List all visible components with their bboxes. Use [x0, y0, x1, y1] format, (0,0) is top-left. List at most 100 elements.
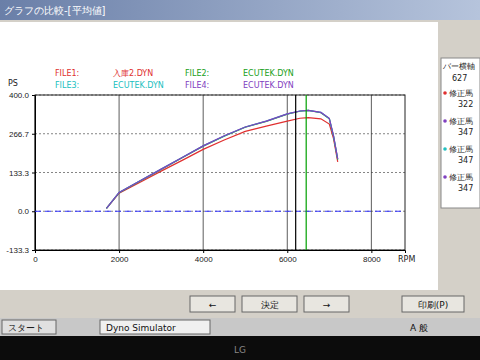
- legend-file: FILE2:: [185, 69, 209, 78]
- grid-line-y: [35, 133, 405, 134]
- side-item-label: 修正馬: [449, 145, 473, 154]
- side-item-value: 322: [458, 100, 473, 109]
- x-tick-mark: [287, 250, 288, 253]
- y-axis-label: PS: [8, 79, 18, 88]
- x-tick: 0: [33, 250, 38, 264]
- y-tick-mark: [32, 250, 35, 251]
- bezel: [0, 336, 480, 360]
- side-title: バー横軸: [442, 62, 475, 71]
- y-axis: 400.0 266.7 133.3 0.0 -133.3: [6, 91, 35, 255]
- x-tick: 6000: [279, 250, 297, 264]
- x-tick: 4000: [195, 250, 213, 264]
- button-bg[interactable]: [190, 296, 235, 312]
- cursor-line: [306, 95, 307, 250]
- y-tick-label: 400.0: [9, 91, 30, 100]
- x-tick-mark: [203, 250, 204, 253]
- y-tick: 0.0: [18, 207, 35, 216]
- button-label[interactable]: ←: [209, 300, 217, 310]
- y-tick-mark: [32, 134, 35, 135]
- app-button[interactable]: [100, 320, 210, 334]
- start-label[interactable]: スタート: [8, 323, 44, 333]
- screen: グラフの比較-[平均値] 400.0 266.7 133.3 0.0 -133.3 0 200…: [0, 0, 480, 360]
- button-label[interactable]: 決定: [261, 300, 279, 310]
- series-line: [106, 118, 337, 209]
- x-tick: 8000: [363, 250, 381, 264]
- grid: [35, 95, 405, 250]
- legend-file: FILE1:: [55, 69, 79, 78]
- grid-line-y: [35, 211, 405, 212]
- monitor-brand: LG: [234, 345, 246, 355]
- reference-line: [35, 211, 405, 212]
- x-tick-label: 6000: [279, 255, 297, 264]
- side-bullet: [443, 147, 447, 151]
- x-axis-line: [36, 251, 406, 254]
- button-bg[interactable]: [402, 296, 464, 312]
- x-axis: 0 2000 4000 6000 8000: [33, 250, 405, 264]
- y-tick-label: -133.3: [6, 246, 29, 255]
- y-tick-label: 266.7: [9, 130, 30, 139]
- window-bg: [0, 0, 480, 336]
- button: 決定: [242, 296, 297, 312]
- side-value: 627: [452, 74, 467, 83]
- y-tick: 400.0: [9, 91, 35, 100]
- title-bar: [0, 0, 480, 20]
- x-tick-label: 4000: [195, 255, 213, 264]
- taskbar: [0, 318, 480, 336]
- side-item-label: 修正馬: [449, 173, 473, 182]
- legend-file: FILE4:: [185, 81, 209, 90]
- button-label[interactable]: 印刷(P): [418, 300, 448, 310]
- tray-label: A 般: [410, 323, 428, 333]
- button-bg[interactable]: [242, 296, 297, 312]
- side-bullet: [443, 175, 447, 179]
- series-line: [106, 110, 337, 208]
- side-item-label: 修正馬: [449, 89, 473, 98]
- x-tick-mark: [35, 250, 36, 253]
- grid-line-x: [287, 95, 288, 250]
- x-tick: 2000: [111, 250, 129, 264]
- x-tick-label: 2000: [111, 255, 129, 264]
- y-tick: 266.7: [9, 130, 35, 139]
- legend-name: ECUTEK.DYN: [243, 81, 294, 90]
- plot-area: [35, 95, 405, 250]
- button-label[interactable]: →: [323, 300, 331, 310]
- grid-line-x: [203, 95, 204, 250]
- grid-line-y: [35, 172, 405, 173]
- legend: FILE1: 入庫2.DYN FILE2: ECUTEK.DYN FILE3: ECUTE…: [55, 69, 294, 90]
- side-item-value: 347: [458, 156, 473, 165]
- start-button[interactable]: [2, 320, 56, 334]
- plot-frame: [35, 95, 405, 250]
- grid-line-x: [119, 95, 120, 250]
- button: 印刷(P): [402, 296, 464, 312]
- app-label[interactable]: Dyno Simulator: [106, 323, 176, 333]
- y-tick: -133.3: [6, 246, 35, 255]
- y-axis-line: [32, 96, 36, 251]
- side-item-value: 347: [458, 184, 473, 193]
- series-line: [106, 110, 337, 208]
- button-bg[interactable]: [304, 296, 349, 312]
- legend-file: FILE3:: [55, 81, 79, 90]
- button: →: [304, 296, 349, 312]
- y-tick: 133.3: [9, 169, 35, 178]
- chart-bg: [0, 22, 438, 290]
- y-tick-label: 0.0: [18, 207, 30, 216]
- side-item-value: 347: [458, 128, 473, 137]
- legend-name: 入庫2.DYN: [113, 69, 153, 78]
- side-bullet: [443, 119, 447, 123]
- x-tick-mark: [371, 250, 372, 253]
- x-axis-label: RPM: [398, 255, 415, 264]
- window-title: グラフの比較-[平均値]: [4, 5, 106, 16]
- side-panel: [441, 58, 480, 208]
- legend-name: ECUTEK.DYN: [113, 81, 164, 90]
- side-item-label: 修正馬: [449, 117, 473, 126]
- y-tick-mark: [32, 173, 35, 174]
- x-tick-label: 8000: [363, 255, 381, 264]
- x-tick-label: 0: [33, 255, 38, 264]
- y-tick-mark: [32, 211, 35, 212]
- x-tick-mark: [119, 250, 120, 253]
- button: ←: [190, 296, 235, 312]
- y-tick-label: 133.3: [9, 169, 30, 178]
- cursor-line: [295, 95, 296, 250]
- y-tick-mark: [32, 95, 35, 96]
- series-line: [106, 110, 337, 208]
- side-bullet: [443, 91, 447, 95]
